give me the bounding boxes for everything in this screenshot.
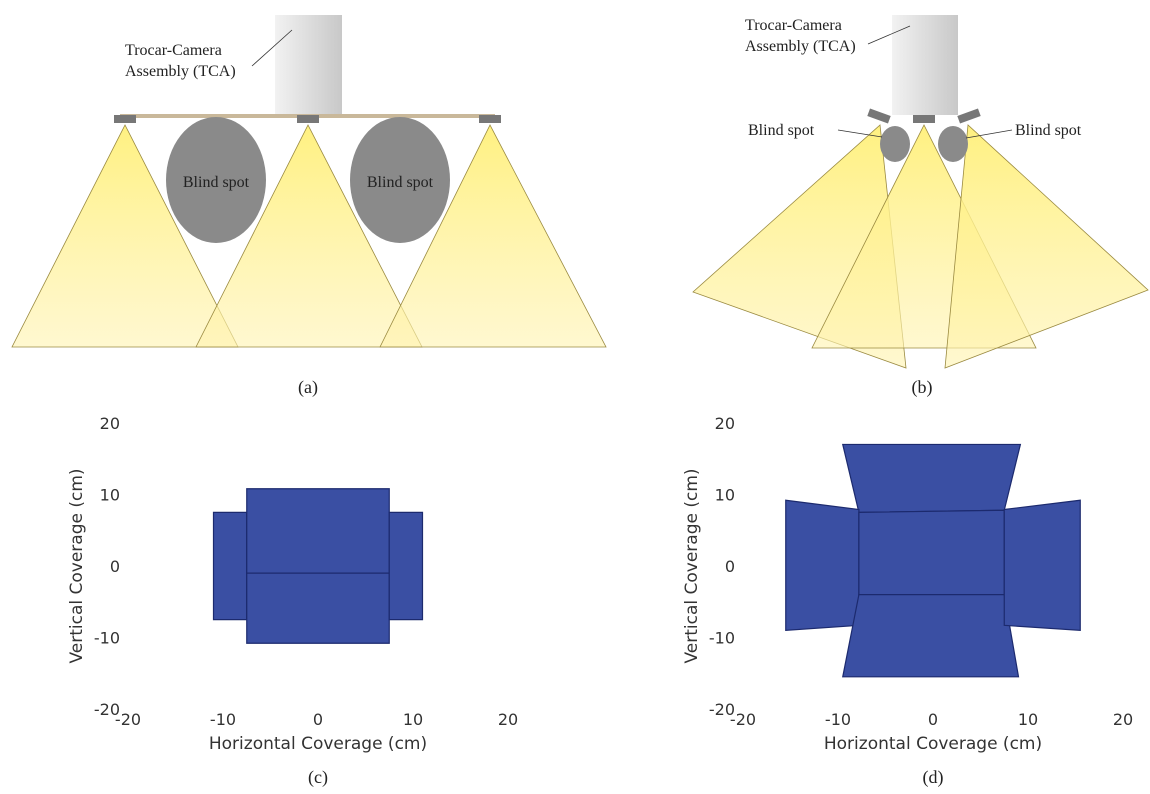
- camera: [114, 115, 136, 123]
- coverage-region: [247, 489, 390, 573]
- y-tick-label: 20: [100, 414, 120, 433]
- x-tick-label: 20: [498, 710, 518, 729]
- tca-label: Trocar-Camera: [745, 17, 842, 34]
- x-axis-label: Horizontal Coverage (cm): [824, 734, 1042, 754]
- coverage-region: [786, 500, 859, 630]
- y-tick-label: 10: [100, 486, 120, 505]
- tca-cylinder: [892, 15, 958, 115]
- camera: [913, 115, 935, 123]
- x-tick-label: 10: [1018, 710, 1038, 729]
- blind-spot-label: Blind spot: [1015, 122, 1082, 139]
- coverage-region: [843, 444, 1021, 512]
- coverage-region: [247, 573, 390, 643]
- x-tick-label: -10: [210, 710, 236, 729]
- coverage-region: [389, 512, 422, 619]
- camera: [867, 108, 890, 123]
- coverage-region: [214, 512, 247, 619]
- y-tick-label: 20: [715, 414, 735, 433]
- blind-spot-label: Blind spot: [748, 122, 815, 139]
- camera: [297, 115, 319, 123]
- y-axis-label: Vertical Coverage (cm): [67, 468, 87, 663]
- x-tick-label: 0: [928, 710, 938, 729]
- coverage-region: [859, 510, 1004, 594]
- y-tick-label: -20: [94, 700, 120, 719]
- blind-spot-label: Blind spot: [183, 174, 250, 191]
- y-axis-label: Vertical Coverage (cm): [682, 468, 702, 663]
- tca-label: Assembly (TCA): [745, 38, 856, 55]
- coverage-region: [843, 595, 1019, 677]
- diagram-a: Blind spot Blind spot Trocar-Camera Asse…: [12, 15, 606, 398]
- blind-spot-label: Blind spot: [367, 174, 434, 191]
- y-tick-label: 0: [725, 557, 735, 576]
- caption: (a): [298, 377, 318, 398]
- caption: (c): [308, 767, 328, 788]
- x-tick-label: 10: [403, 710, 423, 729]
- figure: Blind spot Blind spot Trocar-Camera Asse…: [0, 0, 1150, 794]
- y-tick-label: 0: [110, 557, 120, 576]
- y-tick-label: -10: [94, 629, 120, 648]
- camera-cone: [945, 125, 1148, 368]
- tca-cylinder: [275, 15, 342, 115]
- y-tick-label: -10: [709, 629, 735, 648]
- camera: [479, 115, 501, 123]
- tca-label: Trocar-Camera: [125, 42, 222, 59]
- x-tick-label: -10: [825, 710, 851, 729]
- x-axis-label: Horizontal Coverage (cm): [209, 734, 427, 754]
- charts: -20 -10 0 10 20 -20 -10 0 10 20 Horizontal Coverag…: [67, 414, 1133, 788]
- y-tick-label: -20: [709, 700, 735, 719]
- blind-spot: [938, 126, 968, 162]
- blind-spot: [880, 126, 910, 162]
- coverage-region: [1004, 500, 1080, 630]
- x-tick-label: 20: [1113, 710, 1133, 729]
- tca-label: Assembly (TCA): [125, 63, 236, 80]
- caption: (b): [912, 377, 933, 398]
- y-tick-label: 10: [715, 486, 735, 505]
- camera: [957, 108, 980, 123]
- x-tick-label: 0: [313, 710, 323, 729]
- caption: (d): [923, 767, 944, 788]
- diagram-b: Blind spot Blind spot Trocar-Camera Asse…: [693, 15, 1148, 398]
